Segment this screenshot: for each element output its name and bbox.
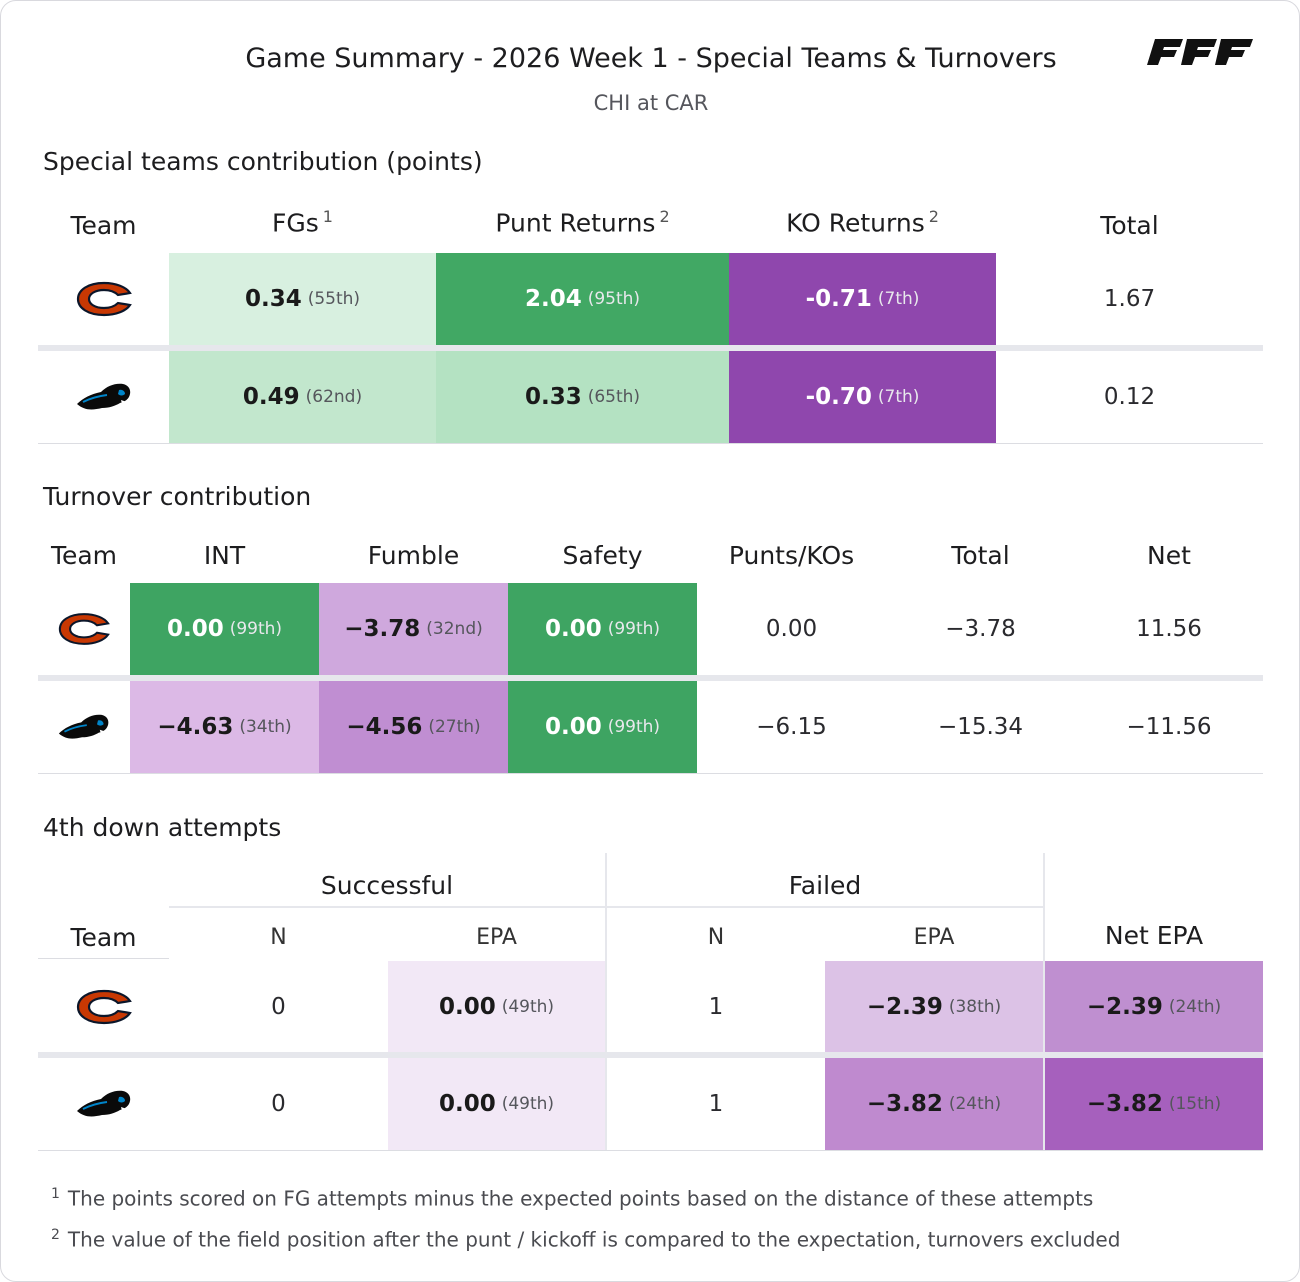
fd-header-fail-epa: EPA bbox=[913, 925, 955, 950]
fd-header-succ-n: N bbox=[270, 925, 287, 950]
fd-header-team: Team bbox=[70, 923, 137, 952]
to-chi-net: 11.56 bbox=[1136, 616, 1202, 642]
table-bottom-line bbox=[38, 1150, 1263, 1151]
st-chi-fgs: 0.34 (55th) bbox=[169, 253, 436, 345]
to-car-safety: 0.00 (99th) bbox=[508, 681, 697, 773]
table-bottom-line bbox=[38, 443, 1263, 444]
group-divider bbox=[605, 853, 607, 1151]
st-chi-punt: 2.04 (95th) bbox=[436, 253, 729, 345]
group-divider bbox=[1043, 853, 1045, 1151]
panther-icon bbox=[76, 1090, 130, 1117]
page-subtitle: CHI at CAR bbox=[593, 91, 709, 115]
turnover-title: Turnover contribution bbox=[43, 482, 312, 511]
to-header-team: Team bbox=[50, 541, 118, 570]
st-header-fgs: FGs 1 bbox=[272, 207, 333, 238]
to-car-net: −11.56 bbox=[1126, 714, 1212, 740]
fd-chi-net-epa: −2.39 (24th) bbox=[1045, 961, 1263, 1052]
to-header-punts: Punts/KOs bbox=[728, 541, 855, 570]
to-chi-int: 0.00 (99th) bbox=[130, 583, 319, 675]
fd-chi-succ-epa: 0.00 (49th) bbox=[388, 961, 605, 1052]
to-header-net: Net bbox=[1147, 541, 1191, 570]
st-chi-ko: -0.71 (7th) bbox=[729, 253, 996, 345]
chi-logo bbox=[41, 253, 166, 345]
group-underline bbox=[607, 906, 1043, 908]
fd-header-succ-epa: EPA bbox=[476, 925, 517, 950]
to-car-total: −15.34 bbox=[937, 714, 1024, 740]
row-divider bbox=[38, 345, 1263, 351]
group-underline bbox=[169, 906, 605, 908]
chi-logo bbox=[38, 961, 169, 1052]
special-teams-title: Special teams contribution (points) bbox=[43, 147, 483, 176]
panther-icon bbox=[58, 714, 109, 739]
fd-header-successful: Successful bbox=[320, 871, 454, 900]
to-chi-fumble: −3.78 (32nd) bbox=[319, 583, 508, 675]
to-header-safety: Safety bbox=[562, 541, 643, 570]
fd-chi-fail-epa: −2.39 (38th) bbox=[825, 961, 1043, 1052]
bears-c-icon bbox=[76, 989, 132, 1024]
to-car-int: −4.63 (34th) bbox=[130, 681, 319, 773]
car-logo bbox=[38, 1058, 169, 1150]
footnote-2: 2 The value of the field position after t… bbox=[51, 1227, 1121, 1252]
bears-c-icon bbox=[76, 281, 132, 317]
panther-icon bbox=[76, 383, 130, 410]
st-header-total: Total bbox=[1100, 211, 1159, 240]
car-logo bbox=[41, 351, 166, 443]
st-car-ko: -0.70 (7th) bbox=[729, 351, 996, 443]
st-header-punt-returns: Punt Returns 2 bbox=[495, 207, 670, 238]
fd-car-fail-n: 1 bbox=[708, 1091, 724, 1117]
fd-header-fail-n: N bbox=[707, 925, 725, 950]
fd-chi-fail-n: 1 bbox=[708, 993, 724, 1020]
fd-car-fail-epa: −3.82 (24th) bbox=[825, 1058, 1043, 1150]
row-divider bbox=[38, 1052, 1263, 1058]
to-header-int: INT bbox=[203, 541, 246, 570]
st-header-ko-returns: KO Returns 2 bbox=[786, 207, 939, 238]
page-title: Game Summary - 2026 Week 1 - Special Tea… bbox=[245, 43, 1057, 74]
st-car-fgs: 0.49 (62nd) bbox=[169, 351, 436, 443]
to-chi-safety: 0.00 (99th) bbox=[508, 583, 697, 675]
fd-car-succ-epa: 0.00 (49th) bbox=[388, 1058, 605, 1150]
bears-c-icon bbox=[58, 613, 110, 645]
to-car-punts: −6.15 bbox=[756, 714, 827, 740]
fd-car-net-epa: −3.82 (15th) bbox=[1045, 1058, 1263, 1150]
st-car-total: 0.12 bbox=[1103, 384, 1156, 410]
fourth-down-title: 4th down attempts bbox=[43, 813, 282, 842]
st-chi-total: 1.67 bbox=[1103, 286, 1156, 312]
fd-chi-succ-n: 0 bbox=[271, 993, 286, 1020]
fd-header-net-epa: Net EPA bbox=[1104, 921, 1204, 950]
team-underline bbox=[38, 958, 169, 959]
st-header-team: Team bbox=[70, 211, 137, 240]
st-car-punt: 0.33 (65th) bbox=[436, 351, 729, 443]
fd-car-succ-n: 0 bbox=[271, 1091, 286, 1117]
to-header-total: Total bbox=[951, 541, 1010, 570]
car-logo bbox=[38, 681, 130, 773]
pff-logo bbox=[1147, 39, 1253, 65]
table-bottom-line bbox=[38, 773, 1263, 774]
row-divider bbox=[38, 675, 1263, 681]
chi-logo bbox=[38, 583, 130, 675]
to-car-fumble: −4.56 (27th) bbox=[319, 681, 508, 773]
to-chi-punts: 0.00 bbox=[765, 616, 818, 642]
to-chi-total: −3.78 bbox=[945, 616, 1016, 642]
to-header-fumble: Fumble bbox=[367, 541, 460, 570]
footnote-1: 1 The points scored on FG attempts minus … bbox=[51, 1186, 1094, 1211]
fd-header-failed: Failed bbox=[788, 871, 862, 900]
